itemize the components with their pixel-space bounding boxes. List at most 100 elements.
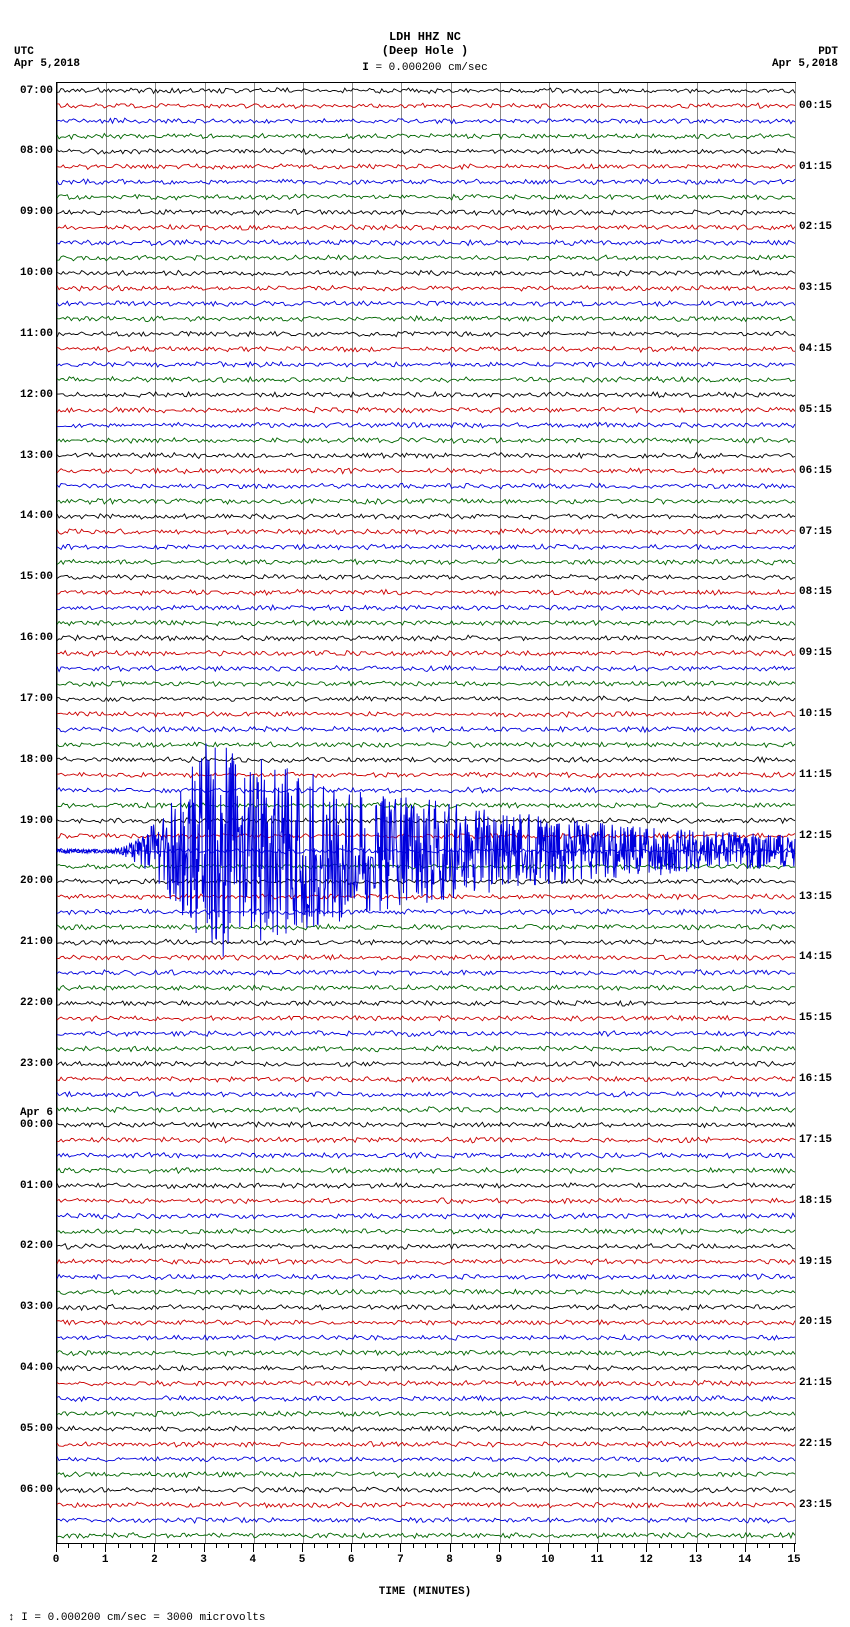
x-tick-minor xyxy=(634,1544,635,1548)
x-tick-major xyxy=(646,1544,647,1552)
utc-hour-label: 12:00 xyxy=(20,389,53,401)
x-tick-minor xyxy=(93,1544,94,1548)
pdt-hour-label: 19:15 xyxy=(799,1256,832,1268)
seismic-trace xyxy=(57,514,795,520)
utc-hour-label: 17:00 xyxy=(20,693,53,705)
x-tick-major xyxy=(154,1544,155,1552)
seismic-trace xyxy=(57,620,795,625)
utc-hour-label: 21:00 xyxy=(20,936,53,948)
seismic-trace xyxy=(57,468,795,474)
seismic-trace xyxy=(57,255,795,261)
seismic-trace xyxy=(57,1289,795,1295)
x-tick-label: 11 xyxy=(591,1554,604,1566)
seismic-trace xyxy=(57,438,795,444)
seismic-trace xyxy=(57,1137,795,1143)
seismic-trace xyxy=(57,407,795,413)
seismic-trace xyxy=(57,1016,795,1022)
seismic-trace xyxy=(57,240,795,246)
seismic-trace xyxy=(57,377,795,383)
seismic-trace xyxy=(57,1122,795,1128)
x-axis: 0123456789101112131415 xyxy=(56,1544,794,1574)
x-tick-minor xyxy=(130,1544,131,1548)
date-right-label: Apr 5,2018 xyxy=(772,58,838,70)
seismic-trace xyxy=(57,103,795,108)
seismic-trace xyxy=(57,742,795,748)
seismic-trace xyxy=(57,772,795,778)
pdt-hour-label: 02:15 xyxy=(799,221,832,233)
seismic-trace xyxy=(57,1031,795,1037)
x-tick-minor xyxy=(216,1544,217,1548)
seismic-trace xyxy=(57,1213,795,1219)
pdt-hour-label: 13:15 xyxy=(799,891,832,903)
x-tick-label: 1 xyxy=(102,1554,109,1566)
scale-reference: I = 0.000200 cm/sec xyxy=(0,62,850,74)
x-tick-minor xyxy=(523,1544,524,1548)
seismic-trace xyxy=(57,1304,795,1310)
traces-svg xyxy=(57,83,795,1543)
utc-hour-label: 10:00 xyxy=(20,267,53,279)
x-tick-minor xyxy=(376,1544,377,1548)
pdt-hour-label: 05:15 xyxy=(799,404,832,416)
pdt-hour-label: 22:15 xyxy=(799,1438,832,1450)
seismic-trace xyxy=(57,985,795,991)
pdt-hour-label: 07:15 xyxy=(799,526,832,538)
seismic-trace xyxy=(57,727,795,733)
x-tick-minor xyxy=(683,1544,684,1548)
pdt-hour-label: 17:15 xyxy=(799,1134,832,1146)
seismic-trace xyxy=(57,803,795,809)
x-tick-minor xyxy=(290,1544,291,1548)
seismic-trace xyxy=(57,423,795,428)
x-tick-minor xyxy=(720,1544,721,1548)
seismic-trace xyxy=(57,1092,795,1098)
seismic-trace xyxy=(57,696,795,702)
seismic-trace xyxy=(57,924,795,930)
x-tick-minor xyxy=(191,1544,192,1548)
seismic-trace xyxy=(57,1259,795,1265)
seismic-trace xyxy=(57,149,795,155)
x-tick-major xyxy=(204,1544,205,1552)
x-tick-minor xyxy=(487,1544,488,1548)
seismic-trace xyxy=(57,544,795,550)
seismic-trace xyxy=(57,955,795,961)
x-tick-major xyxy=(302,1544,303,1552)
seismic-trace xyxy=(57,939,795,945)
utc-hour-label: 16:00 xyxy=(20,632,53,644)
utc-hour-label: 05:00 xyxy=(20,1423,53,1435)
x-tick-minor xyxy=(536,1544,537,1548)
seismic-trace xyxy=(57,1487,795,1493)
utc-hour-label: 19:00 xyxy=(20,815,53,827)
date-break-label: Apr 6 xyxy=(20,1107,53,1119)
timezone-left-label: UTC xyxy=(14,46,34,58)
seismic-trace xyxy=(57,301,795,306)
utc-hour-label: 08:00 xyxy=(20,145,53,157)
x-tick-minor xyxy=(585,1544,586,1548)
x-tick-major xyxy=(56,1544,57,1552)
seismic-trace xyxy=(57,970,795,976)
timezone-right-label: PDT xyxy=(818,46,838,58)
x-tick-label: 12 xyxy=(640,1554,653,1566)
seismic-trace xyxy=(57,575,795,581)
x-tick-minor xyxy=(769,1544,770,1548)
seismic-trace xyxy=(57,1533,795,1539)
seismic-trace xyxy=(57,179,795,185)
seismic-trace xyxy=(57,1426,795,1431)
seismic-trace xyxy=(57,210,795,216)
seismic-trace xyxy=(57,909,795,915)
x-tick-label: 2 xyxy=(151,1554,158,1566)
seismic-trace xyxy=(57,681,795,687)
seismic-trace xyxy=(57,605,795,610)
x-tick-minor xyxy=(782,1544,783,1548)
x-tick-major xyxy=(696,1544,697,1552)
x-tick-minor xyxy=(277,1544,278,1548)
x-tick-minor xyxy=(733,1544,734,1548)
utc-hour-label: 09:00 xyxy=(20,206,53,218)
seismic-trace xyxy=(57,1441,795,1447)
pdt-hour-label: 03:15 xyxy=(799,282,832,294)
seismic-trace xyxy=(57,712,795,718)
x-tick-minor xyxy=(388,1544,389,1548)
utc-hour-label: 11:00 xyxy=(20,328,53,340)
station-title: LDH HHZ NC xyxy=(0,0,850,44)
x-tick-major xyxy=(745,1544,746,1552)
pdt-hour-label: 11:15 xyxy=(799,769,832,781)
seismic-trace xyxy=(57,225,795,231)
